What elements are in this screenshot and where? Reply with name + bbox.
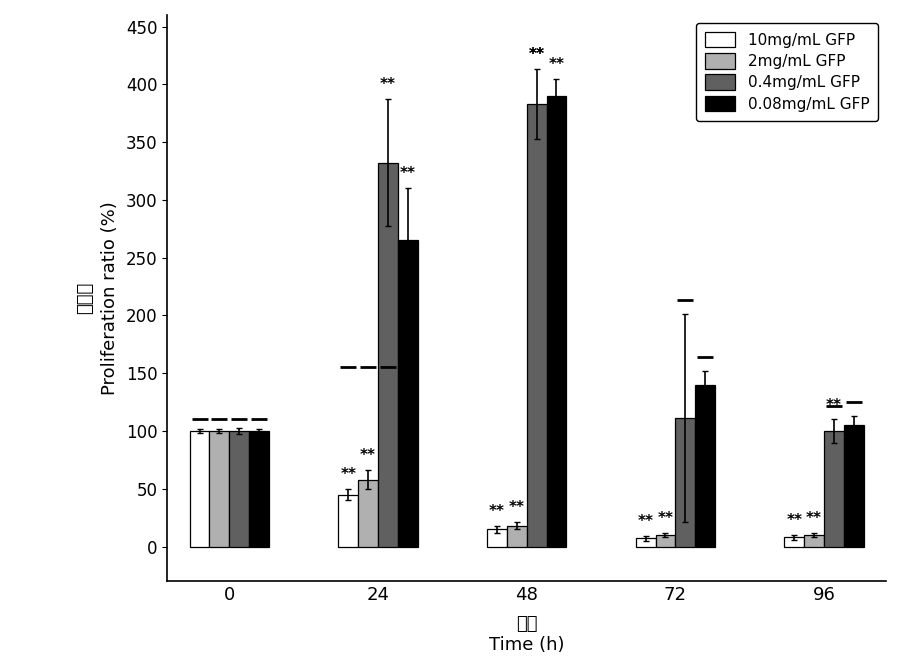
Legend: 10mg/mL GFP, 2mg/mL GFP, 0.4mg/mL GFP, 0.08mg/mL GFP: 10mg/mL GFP, 2mg/mL GFP, 0.4mg/mL GFP, 0… [696, 23, 878, 121]
Bar [696, 385, 715, 547]
Text: **: ** [380, 78, 396, 92]
Text: **: ** [826, 397, 842, 413]
Bar [250, 431, 269, 547]
Bar [527, 104, 547, 547]
Bar [230, 431, 250, 547]
Text: **: ** [529, 47, 544, 62]
Bar [190, 431, 210, 547]
Text: **: ** [341, 467, 356, 482]
Text: **: ** [400, 167, 415, 181]
Text: **: ** [360, 448, 376, 464]
Bar [547, 96, 567, 547]
Text: 增殖率: 增殖率 [76, 282, 94, 314]
Bar [210, 431, 230, 547]
Bar [824, 431, 844, 547]
Text: **: ** [509, 500, 524, 515]
Text: **: ** [638, 514, 653, 529]
Bar [339, 494, 359, 547]
Bar [398, 240, 418, 547]
X-axis label: 时间
Time (h): 时间 Time (h) [489, 615, 564, 654]
Text: **: ** [787, 513, 802, 528]
Bar [844, 425, 864, 547]
Text: **: ** [658, 510, 673, 526]
Bar [487, 529, 507, 547]
Text: **: ** [806, 510, 822, 526]
Bar [676, 418, 696, 547]
Bar [636, 539, 656, 547]
Bar [359, 480, 378, 547]
Y-axis label: Proliferation ratio (%): Proliferation ratio (%) [101, 201, 119, 395]
Bar [805, 535, 824, 547]
Bar [785, 537, 805, 547]
Bar [378, 163, 398, 547]
Bar [507, 526, 527, 547]
Bar [656, 535, 676, 547]
Text: **: ** [529, 47, 544, 62]
Text: **: ** [489, 504, 505, 519]
Text: **: ** [549, 57, 564, 72]
